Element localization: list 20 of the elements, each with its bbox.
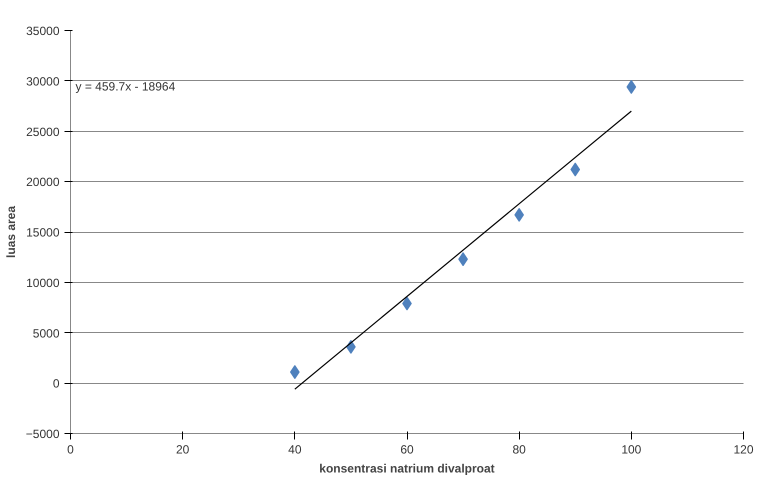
x-tick-label: 20 [176,442,190,456]
x-tick-label: 120 [733,442,754,456]
x-tick-label: 40 [288,442,302,456]
y-tick-label: 20000 [26,175,60,190]
y-axis-title: luas area [4,206,18,258]
annotation: y = 459.7x - 18964 [76,80,176,94]
y-tick-label: 35000 [26,24,60,38]
x-axis-title: konsentrasi natrium divalproat [319,462,495,476]
y-tick-label: 15000 [26,226,60,240]
point [570,162,580,177]
x-tick-label: 60 [400,442,414,456]
y-tick-label: 30000 [26,74,60,88]
y-tick-label: 10000 [26,276,60,290]
x-tick-label: 0 [67,442,74,456]
x-tick-label: 80 [512,442,526,456]
y-tick-label: 0 [52,376,60,391]
y-tick-label: −5000 [26,427,60,441]
y-tick-label: 25000 [26,124,60,139]
x-tick-label: 100 [621,442,642,456]
y-tick-label: 5000 [32,326,60,340]
